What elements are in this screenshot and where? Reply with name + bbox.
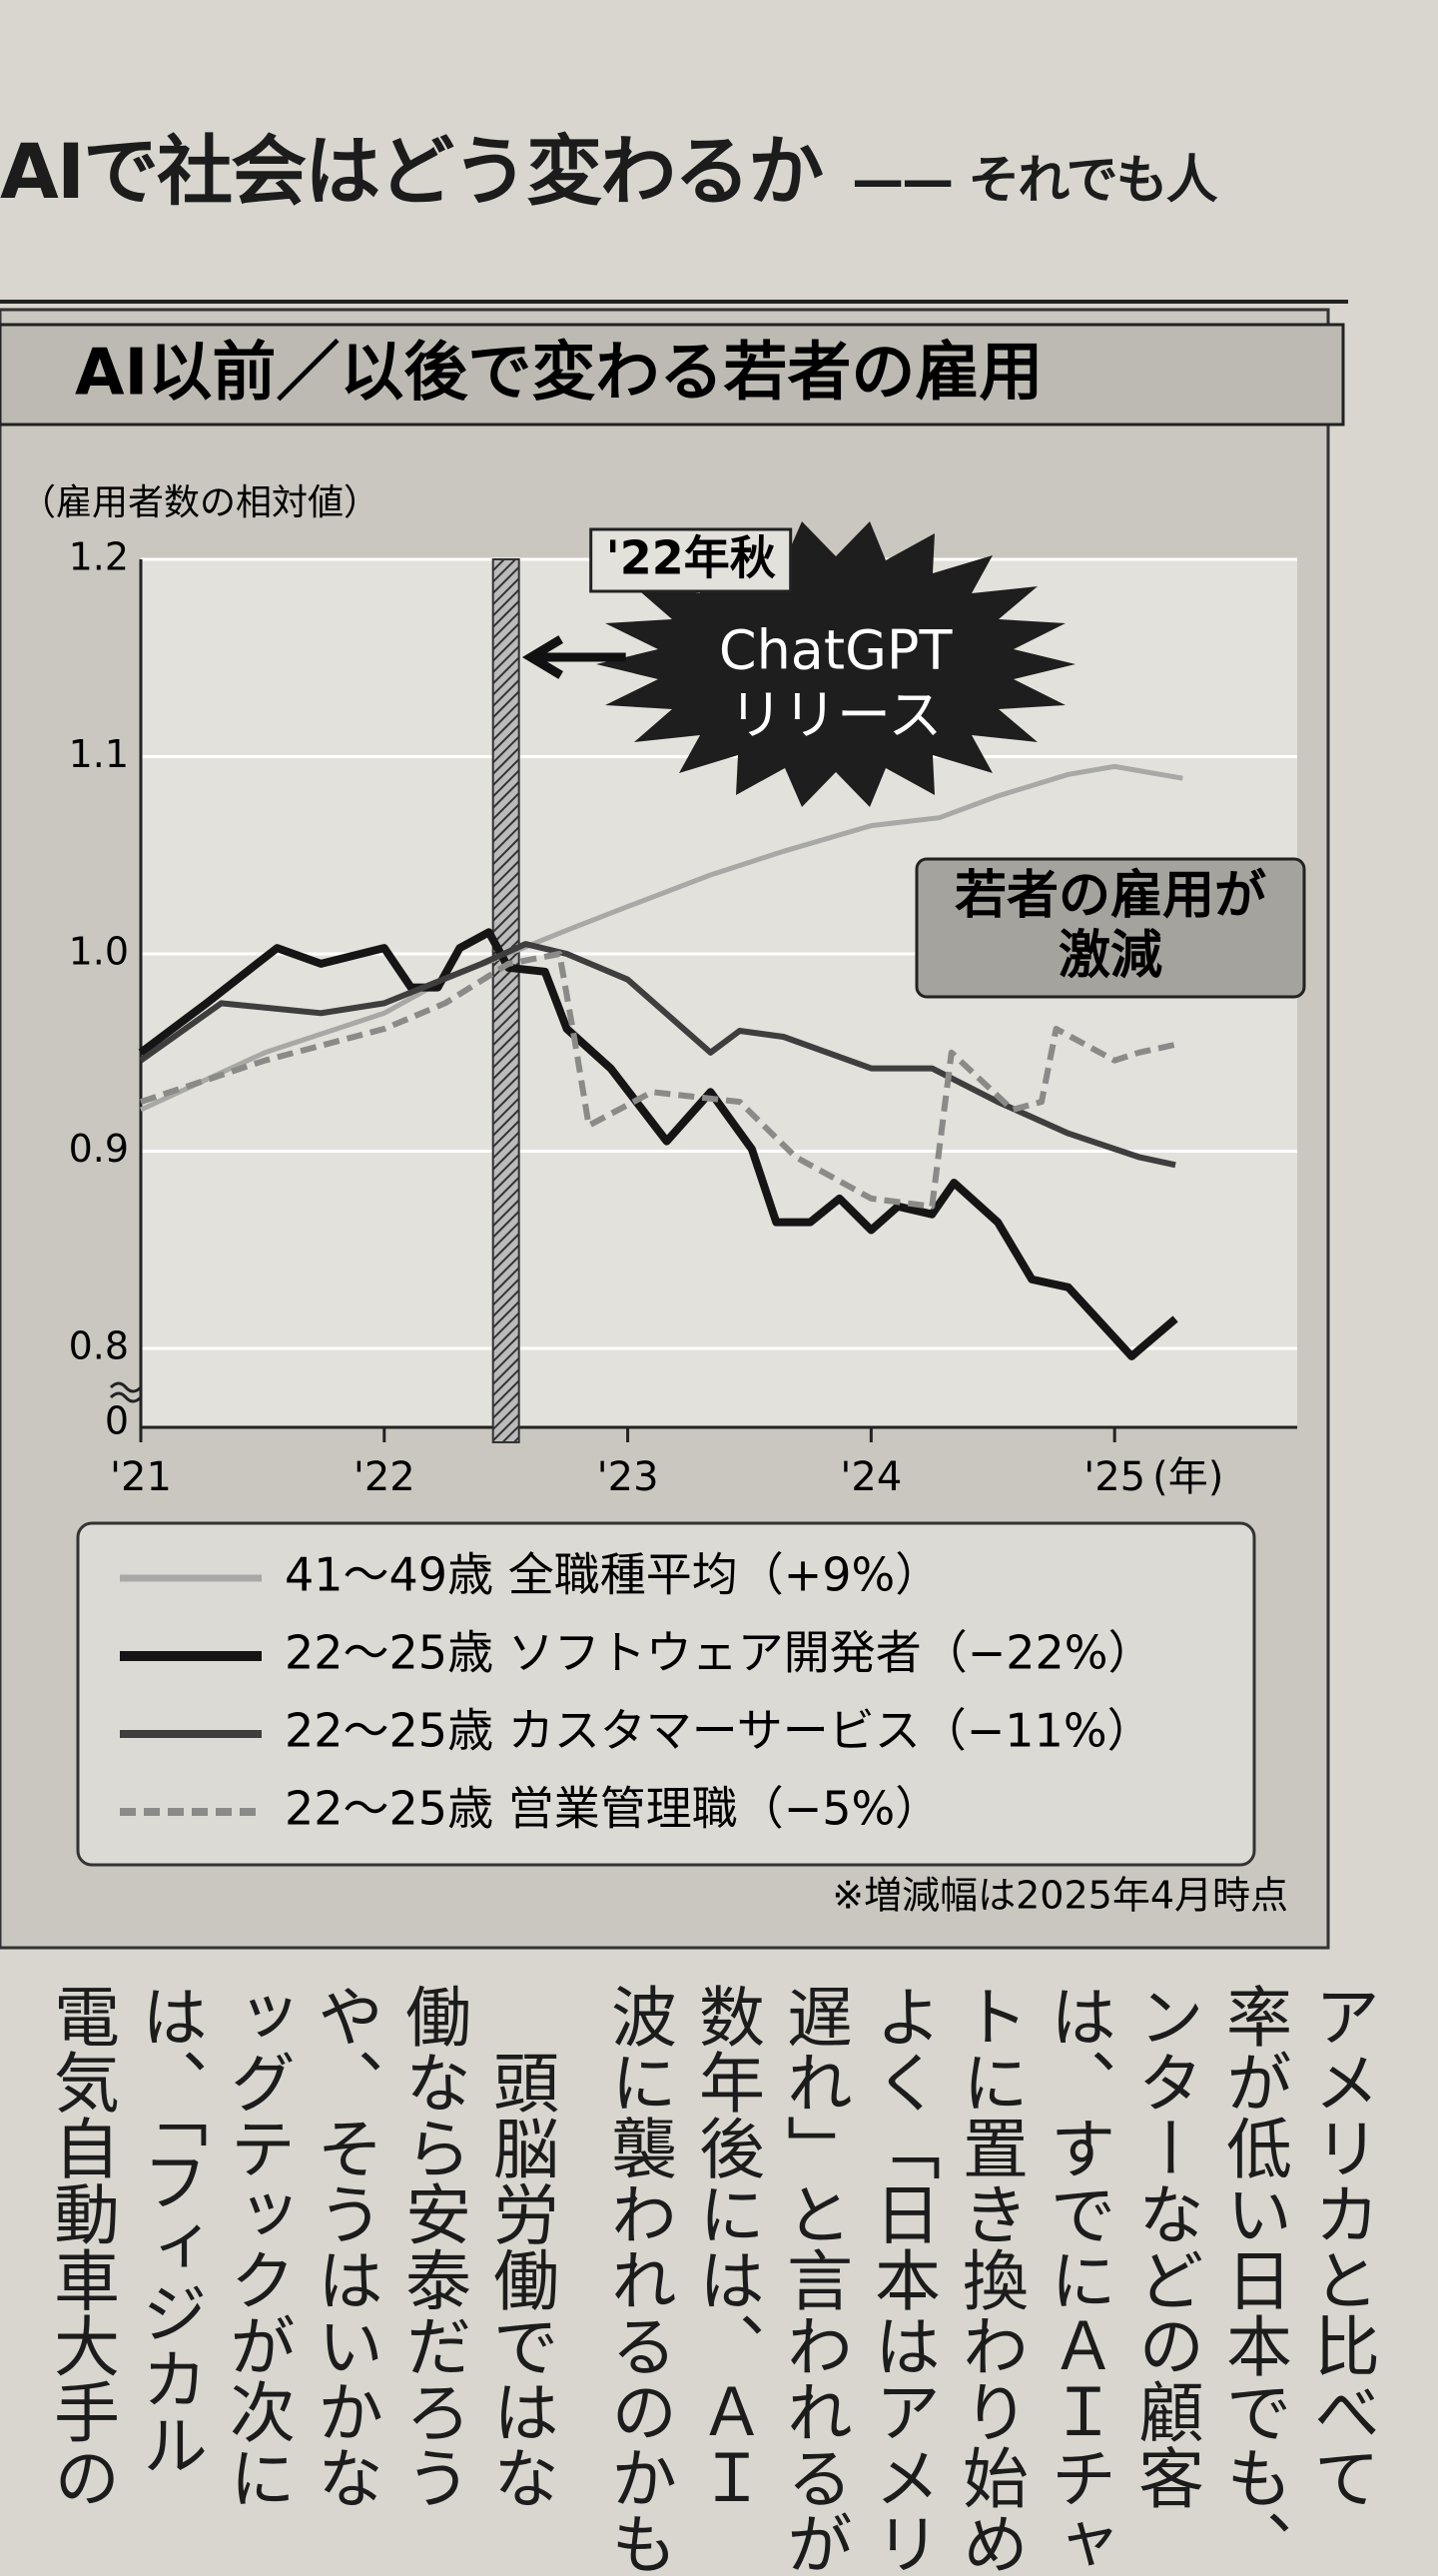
text-column: トに置き換わり始め	[952, 1983, 1029, 2576]
legend-box	[76, 1521, 1256, 1867]
event-label-2: リリース	[729, 684, 942, 747]
y-tick-label: 0.8	[69, 1324, 129, 1368]
series-line	[139, 941, 1176, 1169]
annotation-box	[915, 857, 1306, 999]
event-arrow	[521, 635, 626, 679]
x-tick-label: '22	[354, 1454, 415, 1500]
text-column: ンターなどの顧客	[1127, 1983, 1204, 2510]
chart-title: AI以前／以後で変わる若者の雇用	[75, 337, 1043, 411]
series-line	[138, 928, 1178, 1360]
x-tick-label: '23	[597, 1454, 659, 1500]
x-unit: (年)	[1152, 1454, 1223, 1500]
title-bar	[0, 323, 1345, 427]
header-title: AIで社会はどう変わるか	[0, 127, 824, 216]
y-tick-label: 1.1	[69, 732, 129, 776]
rule	[0, 300, 1348, 304]
page-header: AIで社会はどう変わるか —— それでも人	[0, 110, 1218, 220]
axis-break	[109, 1381, 143, 1403]
text-column: 電気自動車大手の	[43, 1983, 120, 2510]
x-tick-label: '24	[840, 1454, 902, 1500]
legend-label: 22〜25歳 営業管理職（−5%）	[285, 1782, 941, 1836]
y-origin-label: 0	[105, 1399, 129, 1443]
text-column: は、「フィジカル	[131, 1983, 208, 2477]
y-tick-label: 1.2	[69, 535, 129, 579]
legend-label: 22〜25歳 ソフトウェア開発者（−22%）	[285, 1626, 1153, 1680]
annotation-line-1: 若者の雇用が	[955, 866, 1266, 926]
legend-label: 22〜25歳 カスタマーサービス（−11%）	[285, 1704, 1153, 1758]
series-line	[139, 763, 1183, 1113]
text-column: 率が低い日本でも、	[1215, 1983, 1292, 2576]
event-band	[491, 558, 520, 1443]
text-column: 働なら安泰だろう	[394, 1983, 471, 2510]
chart-note: ※増減幅は2025年4月時点	[832, 1874, 1288, 1918]
text-column: 波に襲われるのかも	[600, 1983, 677, 2576]
y-axis-label: （雇用者数の相対値）	[20, 482, 379, 523]
text-column: ッグテックが次に	[219, 1983, 296, 2510]
event-date-box	[589, 527, 793, 593]
article-body: アメリカと比べて 率が低い日本でも、 ンターなどの顧客 は、すでにＡＩチャ トに置き換わ…	[0, 1983, 1438, 2576]
text-column: は、すでにＡＩチャ	[1040, 1983, 1116, 2576]
y-tick-label: 0.9	[69, 1127, 129, 1171]
event-date: '22年秋	[606, 531, 776, 585]
header-subtitle: —— それでも人	[852, 151, 1218, 211]
x-tick-label: '25	[1083, 1454, 1145, 1500]
event-label: ChatGPT	[719, 619, 954, 682]
y-tick-label: 1.0	[69, 930, 129, 974]
chart: AI以前／以後で変わる若者の雇用 （雇用者数の相対値） 0.8 0.9 1.0 1.1 1.…	[0, 308, 1345, 1950]
series-line	[140, 951, 1176, 1210]
text-column: アメリカと比べて	[1303, 1983, 1380, 2510]
text-column: よく「日本はアメリ	[864, 1983, 941, 2576]
x-tick-label: '21	[110, 1454, 172, 1500]
annotation-line-2: 激減	[1059, 926, 1162, 986]
text-column: 数年後には、ＡＩ	[688, 1983, 765, 2510]
text-column: 遅れ」と言われるが	[776, 1983, 853, 2576]
legend-label: 41〜49歳 全職種平均（+9%）	[285, 1548, 941, 1602]
text-column: 頭脳労働ではな	[482, 2049, 559, 2510]
text-column: や、そうはいかな	[307, 1983, 383, 2510]
